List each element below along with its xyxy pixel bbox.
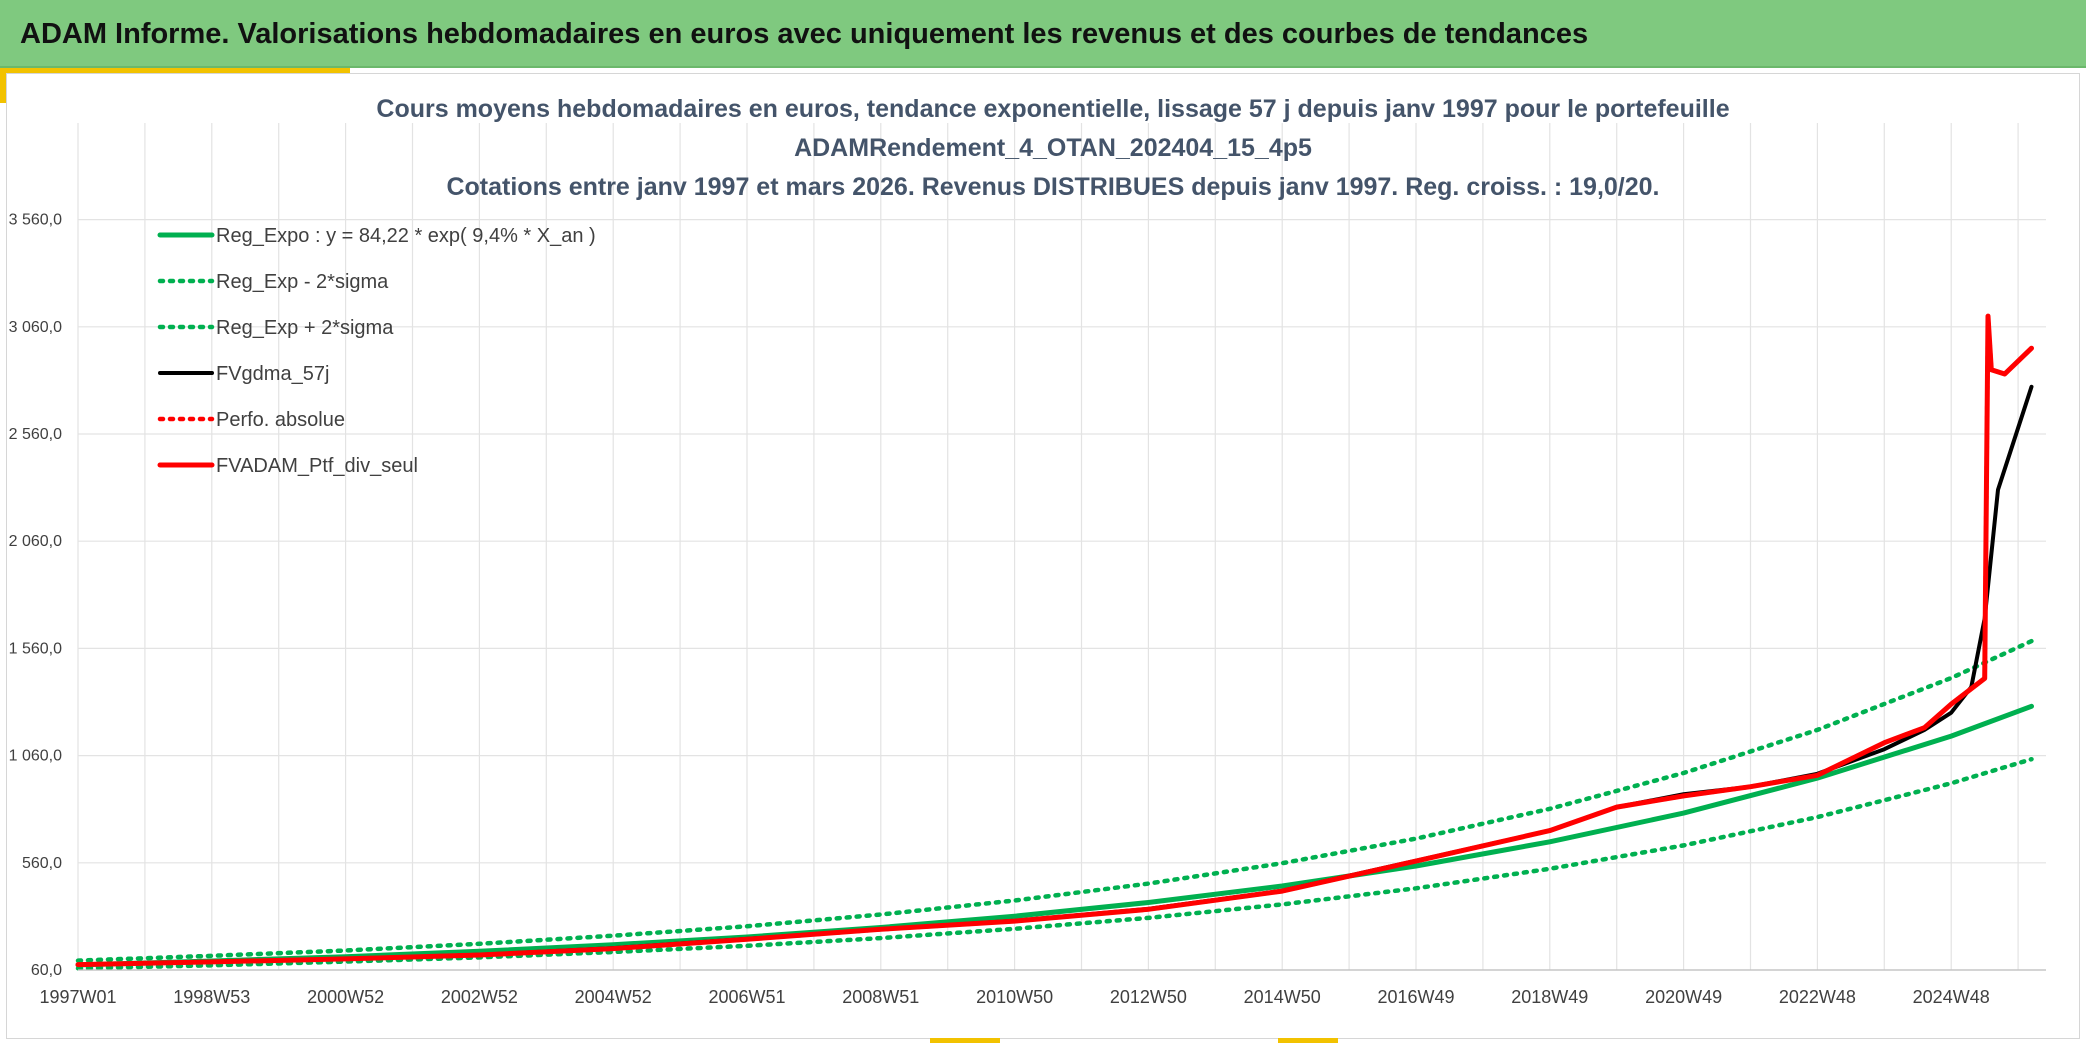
accent-stripe-top bbox=[0, 68, 350, 73]
x-tick-label: 2004W52 bbox=[575, 987, 652, 1007]
x-tick-label: 2016W49 bbox=[1377, 987, 1454, 1007]
accent-stripe-bottom-1 bbox=[930, 1038, 1000, 1043]
series-line bbox=[75, 313, 2034, 968]
y-tick-label: 560,0 bbox=[22, 855, 62, 872]
chart-title-line: Cours moyens hebdomadaires en euros, ten… bbox=[376, 95, 1729, 123]
legend: Reg_Expo : y = 84,22 * exp( 9,4% * X_an … bbox=[157, 225, 596, 477]
page-title: ADAM Informe. Valorisations hebdomadaire… bbox=[20, 18, 1589, 50]
y-tick-label: 3 560,0 bbox=[9, 212, 62, 229]
chart-title: Cours moyens hebdomadaires en euros, ten… bbox=[376, 95, 1729, 201]
legend-label: FVgdma_57j bbox=[216, 363, 329, 385]
x-tick-label: 1997W01 bbox=[39, 987, 116, 1007]
x-tick-label: 2008W51 bbox=[842, 987, 919, 1007]
series-line bbox=[75, 703, 2034, 968]
x-tick-label: 2018W49 bbox=[1511, 987, 1588, 1007]
legend-label: Reg_Exp + 2*sigma bbox=[216, 317, 394, 339]
y-tick-label: 1 560,0 bbox=[9, 640, 62, 657]
y-tick-label: 2 060,0 bbox=[9, 533, 62, 550]
axis-layer: 60,0 560,0 1 060,0 1 560,0 2 060,0 2 560,0 3 0… bbox=[9, 212, 2046, 1007]
x-tick-label: 2020W49 bbox=[1645, 987, 1722, 1007]
x-tick-label: 2006W51 bbox=[708, 987, 785, 1007]
legend-label: Reg_Exp - 2*sigma bbox=[216, 271, 389, 293]
grid-layer bbox=[77, 123, 2046, 971]
y-tick-label: 2 560,0 bbox=[9, 426, 62, 443]
legend-label: FVADAM_Ptf_div_seul bbox=[216, 455, 418, 477]
y-tick-label: 3 060,0 bbox=[9, 319, 62, 336]
series-line bbox=[75, 313, 2034, 967]
legend-label: Perfo. absolue bbox=[216, 409, 345, 431]
x-tick-label: 1998W53 bbox=[173, 987, 250, 1007]
legend-label: Reg_Expo : y = 84,22 * exp( 9,4% * X_an … bbox=[216, 225, 596, 247]
header-bar: ADAM Informe. Valorisations hebdomadaire… bbox=[0, 0, 2086, 68]
series-line bbox=[75, 638, 2034, 963]
series-layer bbox=[75, 313, 2034, 971]
x-tick-label: 2000W52 bbox=[307, 987, 384, 1007]
x-tick-label: 2012W50 bbox=[1110, 987, 1187, 1007]
y-tick-label: 1 060,0 bbox=[9, 748, 62, 765]
chart-title-line: ADAMRendement_4_OTAN_202404_15_4p5 bbox=[794, 134, 1312, 162]
chart-frame bbox=[6, 73, 2080, 1039]
series-line bbox=[75, 756, 2034, 971]
y-tick-label: 60,0 bbox=[31, 962, 62, 979]
x-tick-label: 2022W48 bbox=[1779, 987, 1856, 1007]
x-tick-label: 2024W48 bbox=[1913, 987, 1990, 1007]
chart-title-line: Cotations entre janv 1997 et mars 2026. … bbox=[446, 173, 1659, 201]
accent-stripe-bottom-2 bbox=[1278, 1038, 1338, 1043]
accent-stripe-left bbox=[0, 68, 7, 103]
x-tick-label: 2002W52 bbox=[441, 987, 518, 1007]
x-tick-label: 2010W50 bbox=[976, 987, 1053, 1007]
x-tick-label: 2014W50 bbox=[1244, 987, 1321, 1007]
